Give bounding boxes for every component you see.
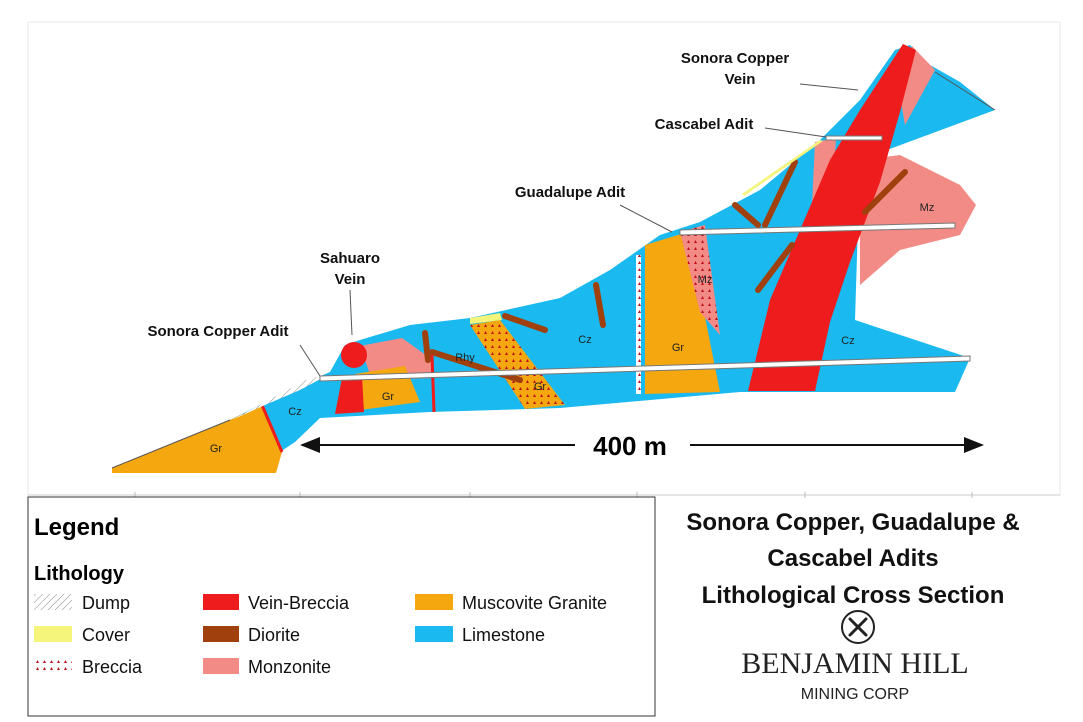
scale-label: 400 m <box>593 431 667 461</box>
legend-item: Muscovite Granite <box>462 593 607 613</box>
logo-subtitle: MINING CORP <box>801 686 909 703</box>
legend-item: Vein-Breccia <box>248 593 350 613</box>
unit-label: Rhy <box>455 352 475 364</box>
annotation: Cascabel Adit <box>655 116 754 133</box>
title-block: Sonora Copper, Guadalupe & Cascabel Adit… <box>686 509 1019 703</box>
scale-bar: 400 m <box>300 431 984 461</box>
title-line: Cascabel Adits <box>767 545 938 572</box>
unit-label: Cz <box>288 406 301 418</box>
legend: Legend Lithology Dump Cover Breccia Vein… <box>27 496 656 717</box>
annotation: Guadalupe Adit <box>515 184 625 201</box>
legend-item: Monzonite <box>248 657 331 677</box>
unit-label: Gr <box>534 381 547 393</box>
title-line: Sonora Copper, Guadalupe & <box>686 509 1019 536</box>
title-line: Lithological Cross Section <box>702 582 1005 609</box>
legend-item: Cover <box>82 625 130 645</box>
annotation: Sonora Copper <box>681 50 790 67</box>
unit-labels: Gr Cz Gr Rhy Gr Cz Gr Mz Mz Cz <box>210 202 934 455</box>
unit-label: Gr <box>210 443 223 455</box>
legend-item: Breccia <box>82 657 143 677</box>
legend-title: Legend <box>34 514 119 541</box>
annotation: Vein <box>335 271 366 288</box>
unit-label: Mz <box>920 202 935 214</box>
annotation: Vein <box>725 71 756 88</box>
unit-label: Cz <box>578 334 591 346</box>
unit-label: Mz <box>698 274 713 286</box>
legend-item: Dump <box>82 593 130 613</box>
annotation: Sonora Copper Adit <box>147 323 288 340</box>
legend-item: Limestone <box>462 625 545 645</box>
unit-label: Gr <box>672 342 685 354</box>
legend-subtitle: Lithology <box>34 563 125 585</box>
unit-label: Gr <box>382 391 395 403</box>
annotations: Sonora Copper Vein Cascabel Adit Guadalu… <box>147 50 789 340</box>
unit-label: Cz <box>841 335 854 347</box>
logo-name: BENJAMIN HILL <box>741 647 968 680</box>
annotation: Sahuaro <box>320 250 380 267</box>
legend-item: Diorite <box>248 625 300 645</box>
cross-section <box>111 44 996 473</box>
